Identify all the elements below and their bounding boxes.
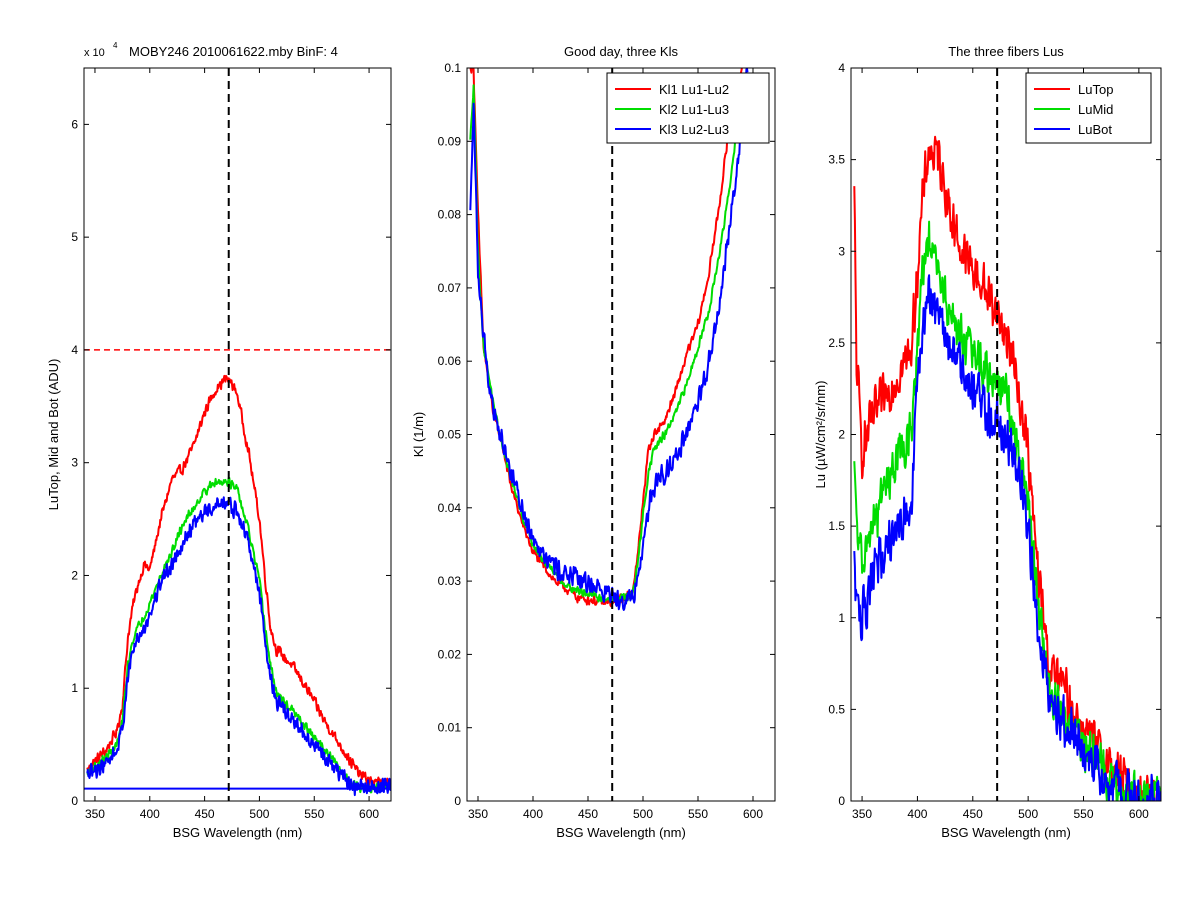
y-tick-label: 1: [71, 681, 78, 695]
y-tick-label: 5: [71, 230, 78, 244]
x-tick-label: 550: [304, 807, 324, 821]
y-axis-label: LuTop, Mid and Bot (ADU): [46, 359, 61, 511]
y-tick-label: 4: [838, 61, 845, 75]
plot-area: [84, 68, 391, 801]
y-axis-label: Kl (1/m): [411, 412, 426, 458]
y-tick-label: 2.5: [828, 336, 845, 350]
y-tick-label: 6: [71, 117, 78, 131]
x-tick-label: 350: [852, 807, 872, 821]
y-tick-label: 0.1: [444, 61, 461, 75]
y-tick-label: 0: [71, 794, 78, 808]
axes-box: [83, 67, 392, 802]
series-line-lubot: [853, 274, 1161, 801]
plot-data: [853, 68, 1161, 801]
x-tick-label: 500: [633, 807, 653, 821]
x-tick-label: 550: [1073, 807, 1093, 821]
series-line-color-0: [86, 374, 391, 789]
series-line-color-2: [86, 496, 391, 797]
chart-panel-2: 350 400 450 500 550 600 0 0.01 0.02 0.03 0.04 0.05 0…: [411, 44, 776, 840]
legend-entry: LuMid: [1078, 102, 1113, 117]
legend-entry: Kl2 Lu1-Lu3: [659, 102, 729, 117]
x-tick-label: 450: [578, 807, 598, 821]
chart-title: MOBY246 2010061622.mby BinF: 4: [129, 44, 338, 59]
legend-entry: Kl3 Lu2-Lu3: [659, 122, 729, 137]
y-tick-label: 0.5: [828, 702, 845, 716]
x-tick-label: 450: [963, 807, 983, 821]
y-tick-label: 3: [71, 456, 78, 470]
x-axis-label: BSG Wavelength (nm): [941, 825, 1071, 840]
x-tick-label: 400: [523, 807, 543, 821]
x-tick-label: 600: [743, 807, 763, 821]
y-tick-label: 2: [71, 568, 78, 582]
y-tick-label: 0.02: [438, 647, 462, 661]
x-axis-label: BSG Wavelength (nm): [173, 825, 303, 840]
series-line-lumid: [853, 220, 1161, 801]
y-tick-label: 0.09: [438, 134, 462, 148]
y-tick-label: 4: [71, 343, 78, 357]
y-tick-label: 0.07: [438, 281, 462, 295]
plot-data: [84, 68, 391, 801]
y-tick-label: 0: [838, 794, 845, 808]
chart-panel-1: 350 400 450 500 550 600 0 1 2 3 4 5 6 BSG Wavelength …: [46, 41, 392, 840]
y-tick-label: 0.01: [438, 721, 462, 735]
y-exponent-power: 4: [113, 41, 118, 50]
y-tick-label: 1: [838, 611, 845, 625]
y-tick-label: 2: [838, 428, 845, 442]
y-tick-label: 3: [838, 244, 845, 258]
y-tick-label: 0.06: [438, 354, 462, 368]
y-tick-label: 0.05: [438, 428, 462, 442]
x-tick-label: 350: [85, 807, 105, 821]
plot-area: [467, 68, 775, 801]
x-tick-label: 450: [195, 807, 215, 821]
y-tick-label: 3.5: [828, 153, 845, 167]
series-line-kl2-lu1-lu3: [469, 81, 743, 604]
chart-title: Good day, three Kls: [564, 44, 678, 59]
legend: LuTop LuMid LuBot: [1025, 72, 1152, 144]
x-tick-label: 600: [1129, 807, 1149, 821]
series-line-kl1-lu1-lu2: [469, 68, 743, 608]
legend-entry: Kl1 Lu1-Lu2: [659, 82, 729, 97]
y-tick-label: 0.03: [438, 574, 462, 588]
x-tick-label: 550: [688, 807, 708, 821]
legend-entry: LuBot: [1078, 122, 1112, 137]
y-axis-label: Lu (µW/cm²/sr/nm): [813, 381, 828, 489]
x-tick-label: 400: [907, 807, 927, 821]
legend-entry: LuTop: [1078, 82, 1113, 97]
y-tick-label: 0.04: [438, 501, 462, 515]
x-axis-label: BSG Wavelength (nm): [556, 825, 686, 840]
y-tick-label: 0.08: [438, 208, 462, 222]
x-tick-label: 400: [140, 807, 160, 821]
plot-data: [469, 68, 749, 801]
x-tick-label: 500: [1018, 807, 1038, 821]
chart-title: The three fibers Lus: [948, 44, 1064, 59]
y-tick-label: 0: [454, 794, 461, 808]
series-line-lutop: [853, 135, 1161, 801]
x-tick-label: 500: [249, 807, 269, 821]
chart-panel-3: 350 400 450 500 550 600 0 0.5 1 1.5 2 2.5 3 3.5 4 BSG W…: [813, 44, 1162, 840]
y-exponent-label: x 10: [84, 47, 105, 59]
x-tick-label: 350: [468, 807, 488, 821]
x-tick-label: 600: [359, 807, 379, 821]
y-tick-label: 1.5: [828, 519, 845, 533]
series-line-kl3-lu2-lu3: [469, 68, 749, 611]
legend: Kl1 Lu1-Lu2 Kl2 Lu1-Lu3 Kl3 Lu2-Lu3: [606, 72, 770, 144]
